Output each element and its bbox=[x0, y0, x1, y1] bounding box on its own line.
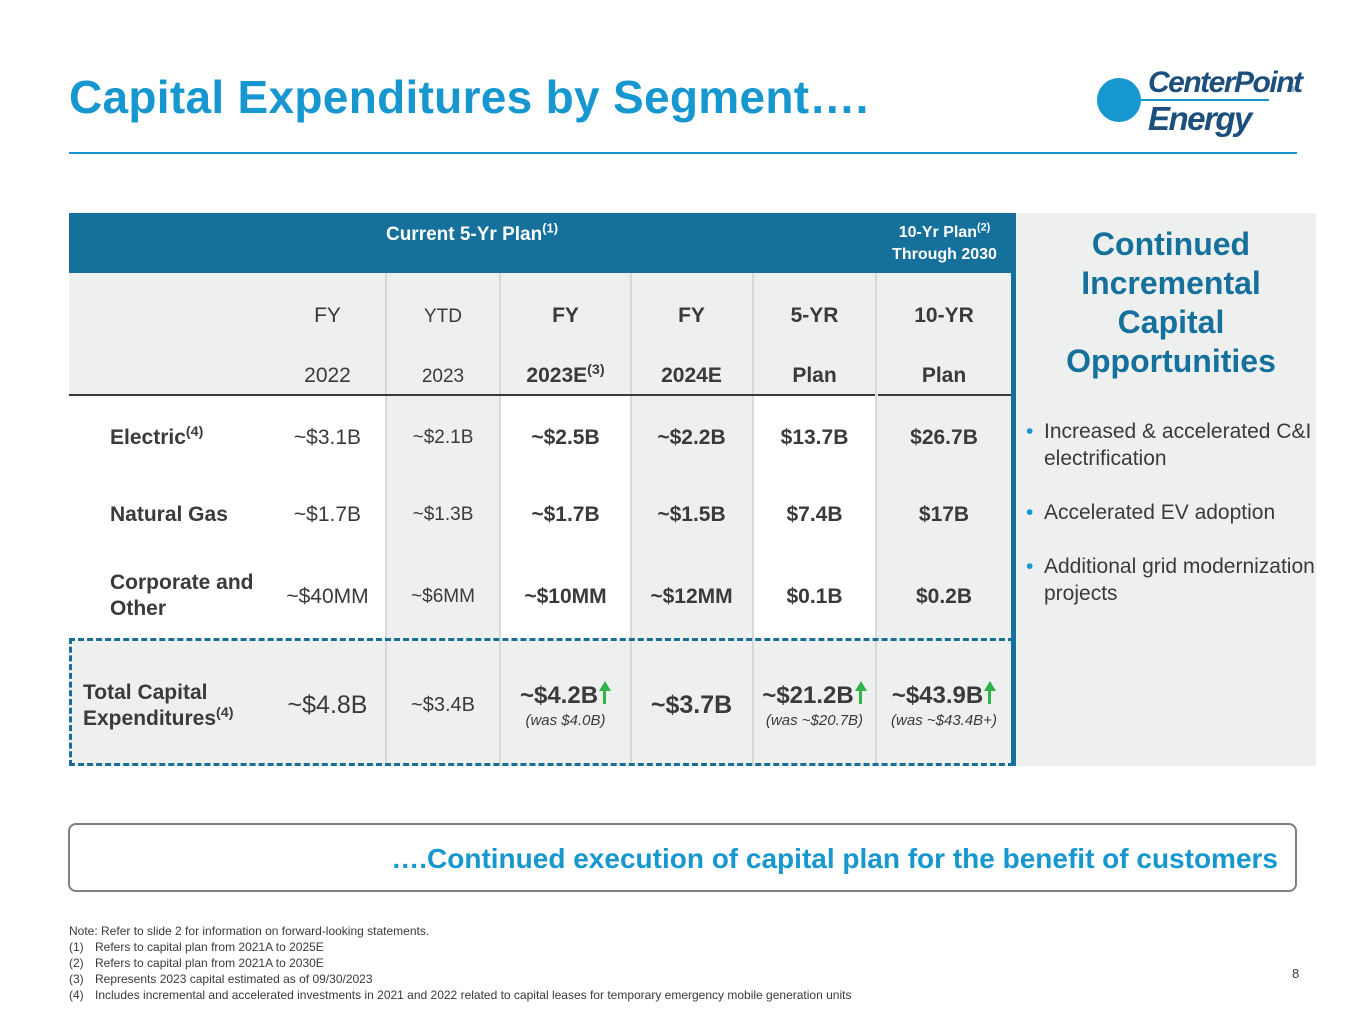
increase-arrow-icon bbox=[984, 681, 997, 705]
list-item: Increased & accelerated C&I electrificat… bbox=[1026, 418, 1316, 472]
row-label-natural-gas: Natural Gas bbox=[110, 503, 228, 526]
cell-corp-10yr: $0.2B bbox=[915, 585, 973, 608]
cell-electric-10yr: $26.7B bbox=[910, 426, 978, 449]
column-separator bbox=[752, 273, 754, 766]
footnote-intro: Note: Refer to slide 2 for information o… bbox=[69, 924, 430, 938]
header-underline-10yr bbox=[878, 394, 1011, 396]
cell-total-fy2024e: ~$3.7B bbox=[650, 691, 733, 719]
column-separator bbox=[630, 273, 632, 766]
increase-arrow-icon bbox=[854, 681, 867, 705]
row-label-electric: Electric(4) bbox=[110, 424, 204, 449]
logo-text-line1: CenterPoint bbox=[1148, 66, 1303, 99]
cell-total-fy2022: ~$4.8B bbox=[287, 691, 368, 719]
slide-title: Capital Expenditures by Segment…. bbox=[69, 71, 869, 123]
total-row-bg bbox=[69, 640, 1014, 766]
col-header-10yr-bottom: Plan bbox=[921, 364, 967, 387]
cell-electric-fy2022: ~$3.1B bbox=[293, 426, 362, 449]
increase-arrow-icon bbox=[599, 681, 612, 705]
cell-gas-fy2022: ~$1.7B bbox=[293, 503, 362, 526]
col-header-5yr-bottom: Plan bbox=[792, 364, 837, 387]
col-header-fy2022-bottom: 2022 bbox=[304, 364, 351, 387]
col-header-ytd2023-bottom: 2023 bbox=[421, 366, 465, 387]
cell-corp-5yr: $0.1B bbox=[786, 585, 843, 608]
cell-total-5yr: ~$21.2B bbox=[754, 681, 875, 710]
title-underline bbox=[69, 152, 1297, 154]
cell-corp-fy2023e: ~$10MM bbox=[524, 585, 607, 608]
column-separator bbox=[385, 273, 387, 766]
cell-electric-5yr: $13.7B bbox=[780, 426, 849, 449]
panel-divider-bar bbox=[1011, 213, 1016, 766]
was-5yr: (was ~$20.7B) bbox=[765, 712, 864, 729]
col-header-fy2022-top: FY bbox=[314, 304, 341, 327]
cell-electric-fy2024e: ~$2.2B bbox=[657, 426, 726, 449]
column-separator bbox=[875, 273, 877, 766]
cell-corp-ytd2023: ~$6MM bbox=[411, 586, 475, 607]
logo-registered-mark: ® bbox=[1290, 85, 1296, 94]
header-underline bbox=[69, 394, 875, 396]
cell-gas-10yr: $17B bbox=[918, 503, 970, 526]
cell-corp-fy2024e: ~$12MM bbox=[650, 585, 733, 608]
logo-text-line2: Energy bbox=[1148, 100, 1252, 137]
col-header-fy2024e-bottom: 2024E bbox=[661, 364, 722, 387]
list-item: Accelerated EV adoption bbox=[1026, 499, 1316, 526]
cell-total-ytd2023: ~$3.4B bbox=[411, 694, 475, 716]
column-separator bbox=[499, 273, 501, 766]
footnote-item: (2) Refers to capital plan from 2021A to … bbox=[69, 956, 324, 970]
table-header-band: Current 5-Yr Plan(1) 10-Yr Plan(2) Throu… bbox=[69, 213, 1014, 273]
header-10yr-plan: 10-Yr Plan(2) Through 2030 bbox=[892, 221, 997, 263]
was-10yr: (was ~$43.4B+) bbox=[891, 712, 997, 729]
logo-line bbox=[1119, 99, 1269, 101]
footnotes: Note: Refer to slide 2 for information o… bbox=[69, 923, 851, 1003]
total-row-highlight-box bbox=[69, 638, 1014, 766]
footnote-item: (3) Represents 2023 capital estimated as … bbox=[69, 972, 373, 986]
opportunities-panel: Continued Incremental Capital Opportunit… bbox=[1016, 213, 1316, 766]
column-header-row bbox=[69, 273, 1014, 396]
callout-text: ….Continued execution of capital plan fo… bbox=[391, 843, 1278, 874]
cell-electric-fy2023e: ~$2.5B bbox=[531, 426, 600, 449]
cell-gas-fy2023e: ~$1.7B bbox=[531, 503, 600, 526]
cell-electric-ytd2023: ~$2.1B bbox=[412, 427, 474, 448]
cell-corp-fy2022: ~$40MM bbox=[286, 585, 369, 608]
col-bg-2023 bbox=[387, 273, 499, 640]
callout-box: ….Continued execution of capital plan fo… bbox=[68, 823, 1297, 892]
footnote-item: (1) Refers to capital plan from 2021A to … bbox=[69, 940, 324, 954]
col-bg-10yr bbox=[877, 273, 1011, 640]
col-header-fy2023e-top: FY bbox=[552, 304, 579, 327]
row-label-total: Total Capital Expenditures(4) bbox=[83, 681, 234, 730]
footnote-item: (4) Includes incremental and accelerated … bbox=[69, 988, 852, 1002]
col-header-10yr-top: 10-YR bbox=[914, 304, 974, 327]
col-header-fy2024e-top: FY bbox=[678, 304, 705, 327]
opportunities-list: Increased & accelerated C&I electrificat… bbox=[1026, 418, 1316, 634]
was-fy2023e: (was $4.0B) bbox=[525, 712, 606, 729]
cell-total-fy2023e: ~$4.2B bbox=[501, 681, 630, 710]
logo-circle-icon bbox=[1097, 78, 1141, 122]
cell-gas-ytd2023: ~$1.3B bbox=[412, 504, 474, 525]
company-logo: CenterPoint Energy ® bbox=[1097, 66, 1307, 138]
page-number: 8 bbox=[1292, 966, 1300, 981]
col-bg-2024e bbox=[631, 273, 752, 640]
row-label-corporate-other: Corporate and Other bbox=[110, 571, 254, 620]
header-current-5yr-plan: Current 5-Yr Plan(1) bbox=[385, 220, 559, 245]
cell-gas-fy2024e: ~$1.5B bbox=[657, 503, 726, 526]
col-header-5yr-top: 5-YR bbox=[790, 304, 839, 327]
col-header-fy2023e-bottom: 2023E(3) bbox=[526, 362, 605, 387]
panel-title: Continued Incremental Capital Opportunit… bbox=[1066, 226, 1276, 379]
cell-total-10yr: ~$43.9B bbox=[877, 681, 1011, 710]
list-item: Additional grid modernization projects bbox=[1026, 553, 1316, 607]
cell-gas-5yr: $7.4B bbox=[786, 503, 843, 526]
col-header-ytd2023-top: YTD bbox=[424, 306, 462, 327]
